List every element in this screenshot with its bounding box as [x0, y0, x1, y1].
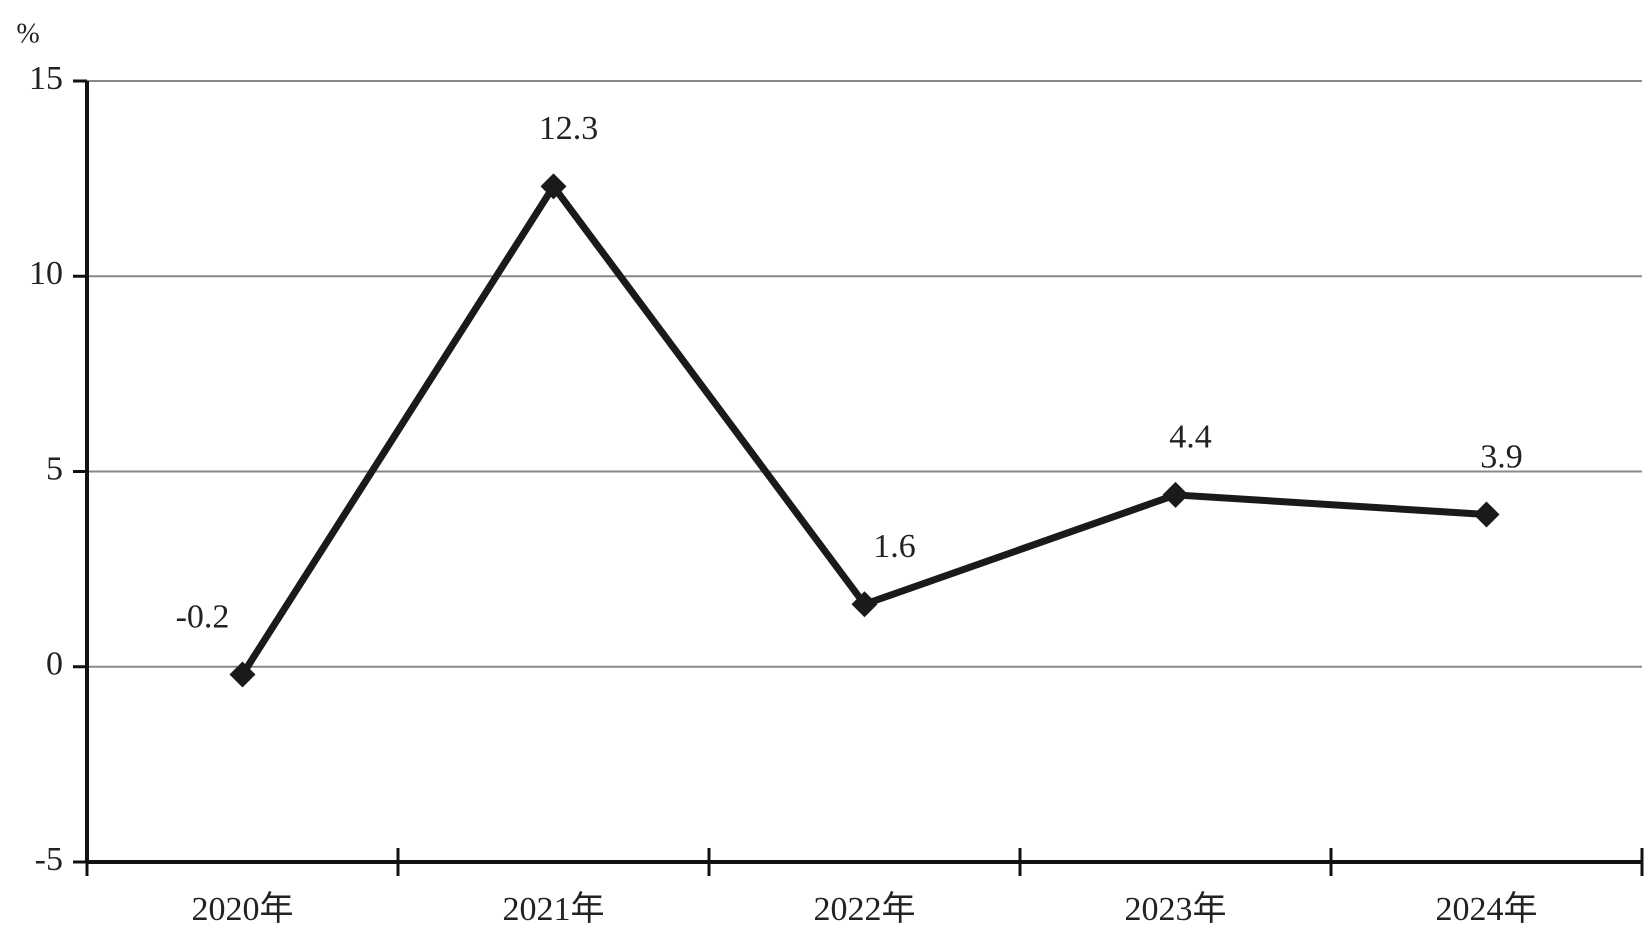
- y-tick-label: -5: [35, 841, 63, 878]
- data-label: 1.6: [873, 528, 916, 565]
- x-tick-label: 2020年: [192, 890, 294, 928]
- y-tick-label: 5: [46, 450, 63, 487]
- data-label: 4.4: [1169, 419, 1212, 456]
- x-tick-label: 2024年: [1436, 890, 1538, 928]
- y-tick-label: 15: [29, 60, 63, 97]
- x-tick-label: 2021年: [503, 890, 605, 928]
- x-tick-label: 2022年: [814, 890, 916, 928]
- marker: [851, 591, 878, 618]
- y-axis-label: %: [16, 18, 39, 49]
- marker: [1473, 501, 1500, 528]
- y-tick-label: 10: [29, 255, 63, 292]
- marker: [229, 661, 256, 688]
- data-label: -0.2: [176, 598, 230, 635]
- data-label: 12.3: [539, 110, 599, 147]
- marker: [540, 173, 567, 200]
- y-tick-label: 0: [46, 646, 63, 683]
- x-tick-label: 2023年: [1125, 890, 1227, 928]
- marker: [1162, 481, 1189, 508]
- data-label: 3.9: [1480, 438, 1523, 475]
